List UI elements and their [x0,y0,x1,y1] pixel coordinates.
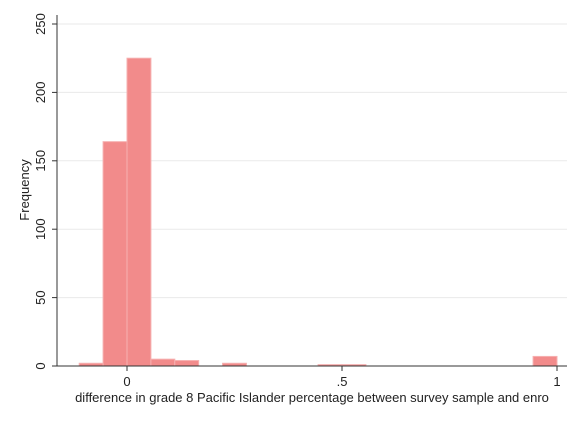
x-tick-label: .5 [337,374,348,389]
histogram-bar [151,359,175,366]
y-tick-label: 200 [33,82,48,104]
y-tick-label: 100 [33,218,48,240]
x-axis-label: difference in grade 8 Pacific Islander p… [75,390,549,405]
x-tick-label: 1 [553,374,560,389]
y-tick-label: 50 [33,290,48,304]
y-tick-label: 150 [33,150,48,172]
histogram-bar [103,142,127,366]
y-tick-label: 0 [33,362,48,369]
histogram-bar [533,356,557,366]
y-axis-label: Frequency [17,159,32,221]
histogram-bar [127,58,151,366]
bar-layer [79,58,557,366]
x-tick-label: 0 [123,374,130,389]
y-tick-label: 250 [33,13,48,35]
histogram-bar [175,361,199,366]
